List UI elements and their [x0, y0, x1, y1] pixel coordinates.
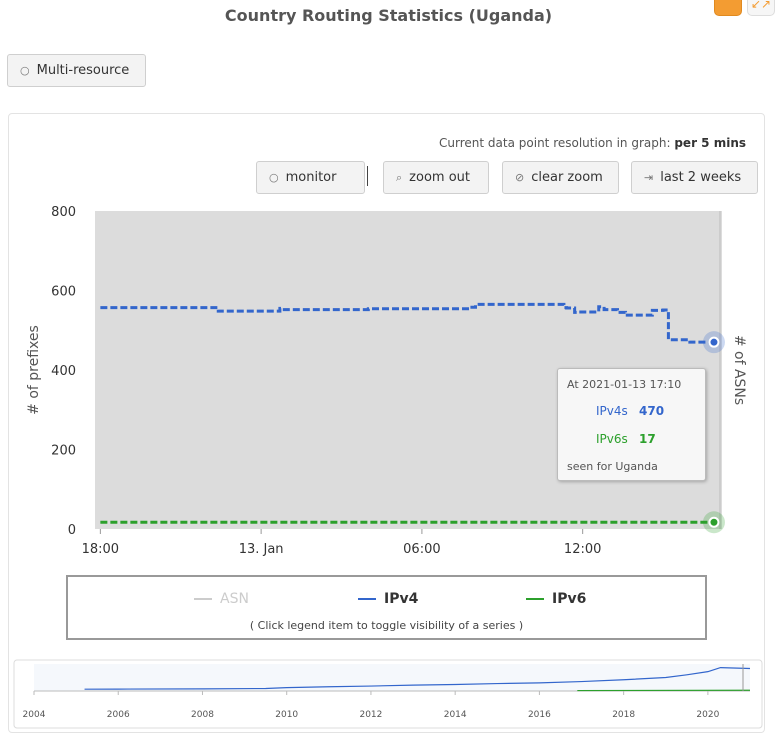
legend-item-ipv4[interactable]: IPv4: [358, 591, 418, 607]
expand-button[interactable]: ↙↗: [747, 0, 775, 16]
navigator-tick-label: 2014: [444, 710, 467, 720]
multi-resource-label: Multi-resource: [36, 63, 130, 78]
zoom-out-label: zoom out: [409, 170, 470, 185]
navigator-tick-label: 2016: [528, 710, 551, 720]
toolbar-separator: [367, 166, 368, 186]
x-tick-label: 18:00: [82, 542, 119, 557]
y-tick-label: 600: [51, 285, 76, 300]
y-tick-label: 200: [51, 444, 76, 459]
monitor-label: monitor: [285, 170, 337, 185]
legend-hint: ( Click legend item to toggle visibility…: [249, 619, 524, 632]
y-tick-label: 400: [51, 364, 76, 379]
page-title: Country Routing Statistics (Uganda): [224, 6, 553, 25]
navigator-frame: [13, 659, 763, 729]
navigator-tick-label: 2006: [107, 710, 130, 720]
tooltip: At 2021-01-13 17:10 IPv4s 470 IPv6s 17 s…: [557, 368, 706, 481]
multi-resource-button[interactable]: ○ Multi-resource: [7, 54, 146, 87]
zoom-out-icon: ⌕: [396, 170, 403, 184]
hover-marker-ipv6: [708, 516, 720, 528]
circle-icon: ○: [269, 171, 279, 184]
y-tick-label: 0: [68, 523, 76, 538]
circle-icon: ○: [20, 64, 30, 77]
monitor-button[interactable]: ○ monitor: [256, 161, 365, 194]
tooltip-footer: seen for Uganda: [567, 460, 658, 473]
legend-item-asn[interactable]: ASN: [194, 591, 249, 607]
legend-item-ipv6[interactable]: IPv6: [526, 591, 586, 607]
navigator-tick-label: 2020: [696, 710, 719, 720]
resolution-value: per 5 mins: [674, 136, 746, 150]
clear-icon: ⊘: [515, 171, 525, 184]
tooltip-ipv4-value: 470: [639, 404, 665, 418]
y2-axis-label: # of ASNs: [731, 335, 747, 405]
legend-swatch-ipv6: [526, 598, 544, 600]
legend: ASN IPv4 IPv6 ( Click legend item to tog…: [66, 575, 707, 640]
tooltip-ipv6-row: IPv6s 17: [596, 432, 656, 446]
navigator-tick-label: 2012: [359, 710, 382, 720]
hover-marker-ipv4: [708, 336, 720, 348]
legend-swatch-ipv4: [358, 598, 376, 600]
tooltip-ipv4-row: IPv4s 470: [596, 404, 665, 418]
expand-icon: ↙↗: [750, 0, 772, 11]
last-two-weeks-button[interactable]: ⇥ last 2 weeks: [631, 161, 758, 194]
series-line-ipv4: [100, 302, 714, 344]
navigator-line-ipv4: [84, 666, 751, 690]
tooltip-ipv6-value: 17: [639, 432, 656, 446]
zoom-out-button[interactable]: ⌕ zoom out: [383, 161, 489, 194]
clear-zoom-label: clear zoom: [531, 170, 603, 185]
y-tick-label: 800: [51, 205, 76, 220]
legend-swatch-asn: [194, 598, 212, 600]
clear-zoom-button[interactable]: ⊘ clear zoom: [502, 161, 619, 194]
last-two-weeks-label: last 2 weeks: [660, 170, 742, 185]
tooltip-header: At 2021-01-13 17:10: [567, 378, 682, 391]
navigator-selection: [34, 664, 750, 691]
x-tick-label: 13. Jan: [239, 542, 284, 557]
feedback-button[interactable]: [714, 0, 742, 16]
y-axis-label: # of prefixes: [26, 325, 42, 415]
x-tick-label: 12:00: [564, 542, 601, 557]
navigator-tick-label: 2004: [23, 710, 46, 720]
x-tick-label: 06:00: [403, 542, 440, 557]
navigator-tick-label: 2018: [612, 710, 635, 720]
navigator-tick-label: 2010: [275, 710, 298, 720]
jump-to-end-icon: ⇥: [644, 171, 654, 184]
resolution-text: Current data point resolution in graph: …: [439, 136, 746, 150]
navigator-tick-label: 2008: [191, 710, 214, 720]
